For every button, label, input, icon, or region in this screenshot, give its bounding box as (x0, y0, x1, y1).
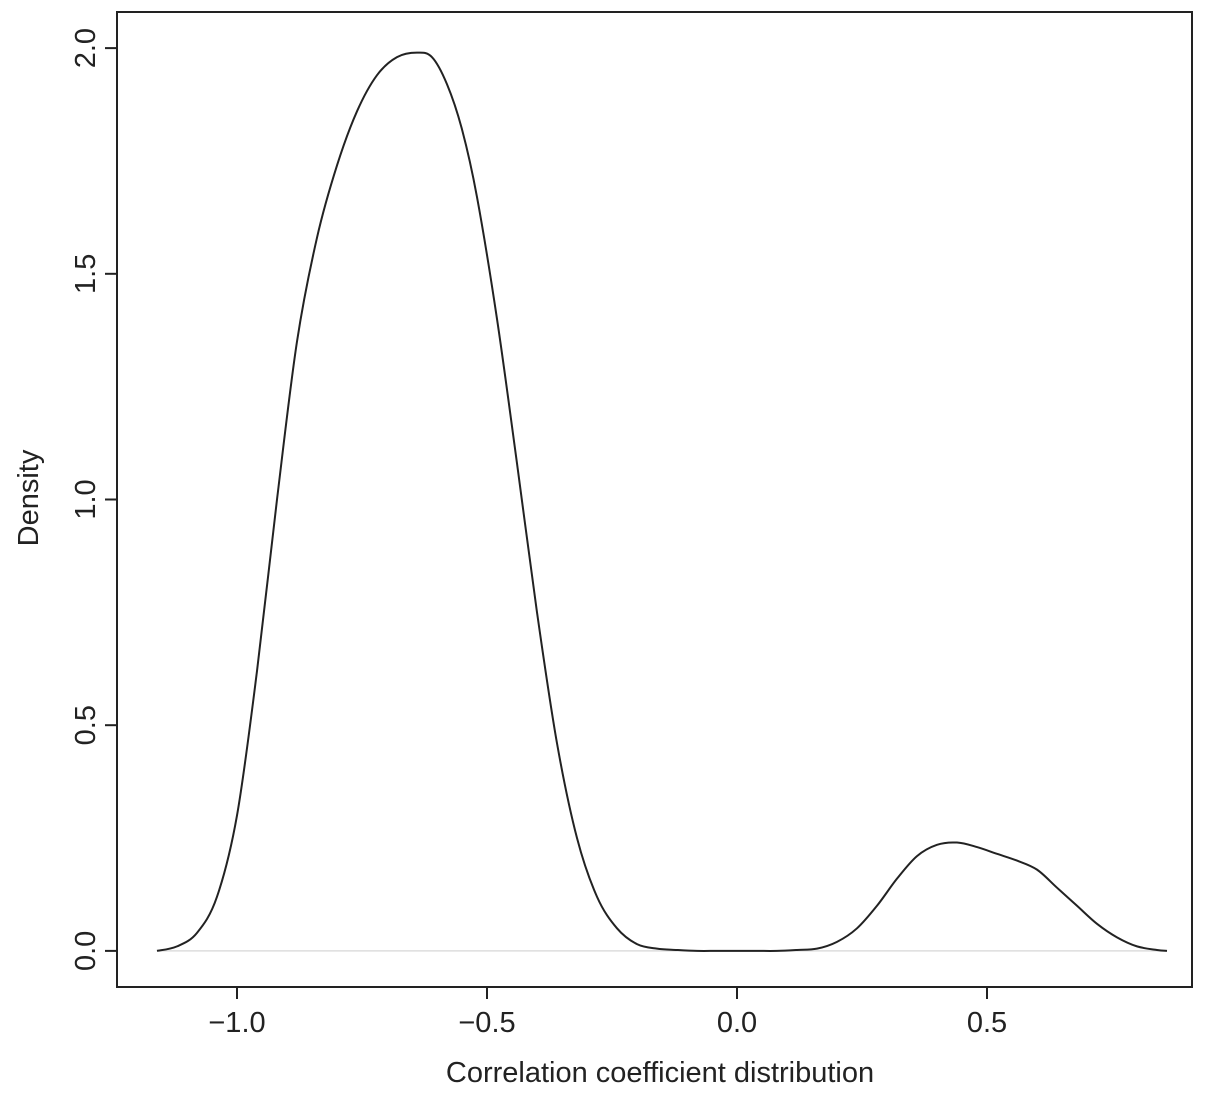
x-tick-label: 0.5 (967, 1007, 1007, 1039)
y-axis-label: Density (13, 449, 45, 546)
y-tick-label: 0.0 (70, 931, 102, 971)
density-curve (156, 51, 1168, 952)
y-tick-label: 1.0 (70, 479, 102, 519)
x-tick-label: −1.0 (208, 1007, 265, 1039)
axes-layer: −1.0 −0.5 0.0 0.5 0.0 0.5 1.0 1.5 2.0 (70, 11, 1193, 1039)
x-tick-label: −0.5 (458, 1007, 515, 1039)
curve-layer (156, 51, 1168, 952)
plot-frame (116, 11, 1193, 988)
y-tick-label: 1.5 (70, 254, 102, 294)
x-axis-label: Correlation coefficient distribution (446, 1057, 874, 1089)
y-tick-label: 2.0 (70, 28, 102, 68)
x-tick-label: 0.0 (717, 1007, 757, 1039)
y-tick-label: 0.5 (70, 705, 102, 745)
